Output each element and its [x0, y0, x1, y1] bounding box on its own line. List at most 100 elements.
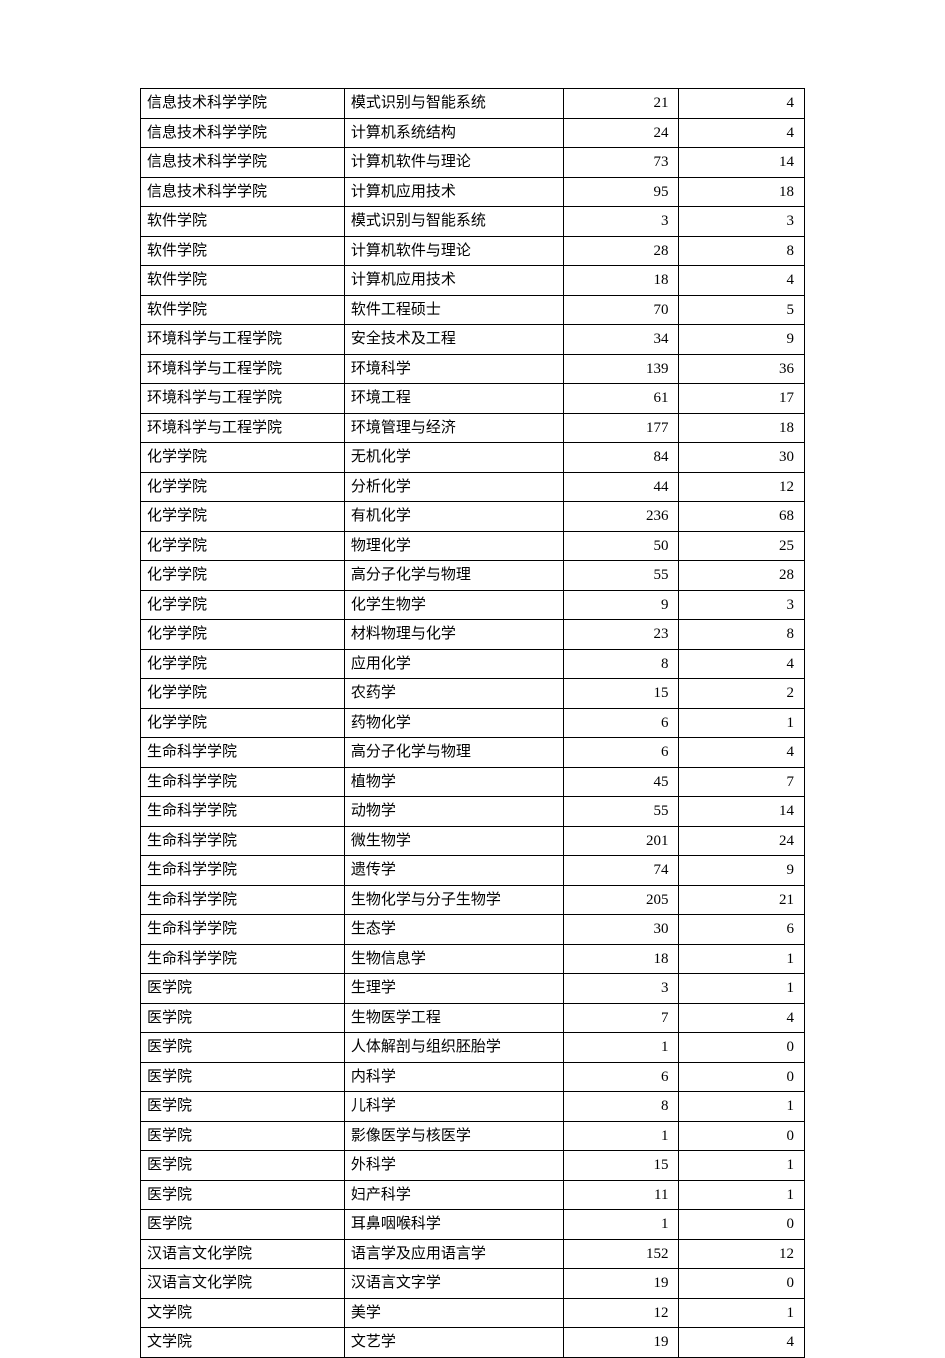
count1-cell: 236 [564, 502, 679, 532]
college-cell: 软件学院 [141, 236, 345, 266]
college-cell: 化学学院 [141, 679, 345, 709]
table-row: 软件学院模式识别与智能系统33 [141, 207, 805, 237]
count2-cell: 9 [679, 856, 805, 886]
count2-cell: 4 [679, 649, 805, 679]
college-cell: 环境科学与工程学院 [141, 354, 345, 384]
table-row: 信息技术科学学院模式识别与智能系统214 [141, 89, 805, 119]
count1-cell: 95 [564, 177, 679, 207]
major-cell: 计算机应用技术 [344, 266, 564, 296]
count2-cell: 6 [679, 915, 805, 945]
major-cell: 文艺学 [344, 1328, 564, 1358]
count1-cell: 74 [564, 856, 679, 886]
major-cell: 计算机系统结构 [344, 118, 564, 148]
count2-cell: 12 [679, 472, 805, 502]
major-cell: 植物学 [344, 767, 564, 797]
college-cell: 文学院 [141, 1328, 345, 1358]
count2-cell: 21 [679, 885, 805, 915]
table-row: 化学学院物理化学5025 [141, 531, 805, 561]
table-row: 文学院美学121 [141, 1298, 805, 1328]
count2-cell: 1 [679, 944, 805, 974]
college-cell: 医学院 [141, 1003, 345, 1033]
college-cell: 化学学院 [141, 502, 345, 532]
count2-cell: 1 [679, 1151, 805, 1181]
count2-cell: 3 [679, 590, 805, 620]
table-row: 生命科学学院高分子化学与物理64 [141, 738, 805, 768]
major-cell: 动物学 [344, 797, 564, 827]
count2-cell: 4 [679, 89, 805, 119]
major-cell: 生物化学与分子生物学 [344, 885, 564, 915]
count2-cell: 4 [679, 1328, 805, 1358]
table-row: 化学学院药物化学61 [141, 708, 805, 738]
major-cell: 农药学 [344, 679, 564, 709]
table-row: 信息技术科学学院计算机系统结构244 [141, 118, 805, 148]
count2-cell: 2 [679, 679, 805, 709]
count2-cell: 28 [679, 561, 805, 591]
table-row: 软件学院软件工程硕士705 [141, 295, 805, 325]
major-cell: 高分子化学与物理 [344, 738, 564, 768]
table-row: 文学院文艺学194 [141, 1328, 805, 1358]
table-row: 生命科学学院生态学306 [141, 915, 805, 945]
count1-cell: 18 [564, 944, 679, 974]
college-cell: 化学学院 [141, 620, 345, 650]
table-row: 医学院耳鼻咽喉科学10 [141, 1210, 805, 1240]
major-cell: 生态学 [344, 915, 564, 945]
count1-cell: 3 [564, 207, 679, 237]
table-row: 环境科学与工程学院安全技术及工程349 [141, 325, 805, 355]
college-cell: 医学院 [141, 1210, 345, 1240]
count1-cell: 24 [564, 118, 679, 148]
major-cell: 无机化学 [344, 443, 564, 473]
major-cell: 材料物理与化学 [344, 620, 564, 650]
major-cell: 高分子化学与物理 [344, 561, 564, 591]
count2-cell: 0 [679, 1033, 805, 1063]
table-row: 化学学院应用化学84 [141, 649, 805, 679]
count2-cell: 1 [679, 1298, 805, 1328]
count2-cell: 1 [679, 1092, 805, 1122]
major-cell: 环境工程 [344, 384, 564, 414]
table-row: 化学学院高分子化学与物理5528 [141, 561, 805, 591]
count1-cell: 201 [564, 826, 679, 856]
major-cell: 耳鼻咽喉科学 [344, 1210, 564, 1240]
count1-cell: 11 [564, 1180, 679, 1210]
college-cell: 医学院 [141, 1062, 345, 1092]
table-row: 化学学院分析化学4412 [141, 472, 805, 502]
major-cell: 微生物学 [344, 826, 564, 856]
count1-cell: 19 [564, 1269, 679, 1299]
count1-cell: 152 [564, 1239, 679, 1269]
table-row: 汉语言文化学院语言学及应用语言学15212 [141, 1239, 805, 1269]
count1-cell: 8 [564, 1092, 679, 1122]
major-cell: 物理化学 [344, 531, 564, 561]
major-cell: 计算机软件与理论 [344, 236, 564, 266]
count2-cell: 1 [679, 708, 805, 738]
count1-cell: 50 [564, 531, 679, 561]
table-row: 医学院生理学31 [141, 974, 805, 1004]
table-row: 化学学院化学生物学93 [141, 590, 805, 620]
count2-cell: 0 [679, 1121, 805, 1151]
count1-cell: 6 [564, 708, 679, 738]
major-cell: 药物化学 [344, 708, 564, 738]
count2-cell: 4 [679, 118, 805, 148]
major-cell: 妇产科学 [344, 1180, 564, 1210]
college-cell: 医学院 [141, 1121, 345, 1151]
table-row: 生命科学学院微生物学20124 [141, 826, 805, 856]
major-cell: 有机化学 [344, 502, 564, 532]
count2-cell: 18 [679, 413, 805, 443]
college-cell: 生命科学学院 [141, 767, 345, 797]
count1-cell: 21 [564, 89, 679, 119]
college-cell: 医学院 [141, 1180, 345, 1210]
count1-cell: 28 [564, 236, 679, 266]
count1-cell: 177 [564, 413, 679, 443]
college-cell: 汉语言文化学院 [141, 1269, 345, 1299]
major-cell: 计算机应用技术 [344, 177, 564, 207]
count2-cell: 1 [679, 974, 805, 1004]
data-table: 信息技术科学学院模式识别与智能系统214信息技术科学学院计算机系统结构244 信息… [140, 88, 805, 1358]
major-cell: 内科学 [344, 1062, 564, 1092]
table-row: 信息技术科学学院计算机应用技术9518 [141, 177, 805, 207]
major-cell: 汉语言文字学 [344, 1269, 564, 1299]
count2-cell: 4 [679, 738, 805, 768]
count1-cell: 19 [564, 1328, 679, 1358]
college-cell: 文学院 [141, 1298, 345, 1328]
count1-cell: 18 [564, 266, 679, 296]
major-cell: 应用化学 [344, 649, 564, 679]
count1-cell: 139 [564, 354, 679, 384]
table-body: 信息技术科学学院模式识别与智能系统214信息技术科学学院计算机系统结构244 信息… [141, 89, 805, 1358]
